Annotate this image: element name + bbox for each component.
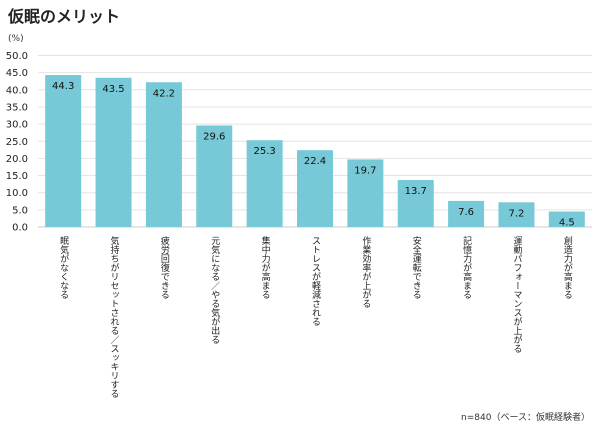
bar <box>397 180 434 227</box>
y-tick-label: 10.0 <box>6 188 28 199</box>
category-label: 記憶力が高まる <box>461 235 472 299</box>
bar-value-label: 7.6 <box>458 207 474 218</box>
y-tick-label: 0.0 <box>12 223 28 234</box>
y-tick-label: 5.0 <box>12 205 28 216</box>
bar-value-label: 4.5 <box>559 218 575 229</box>
bar <box>95 77 132 227</box>
bar <box>145 82 182 227</box>
chart-title: 仮眠のメリット <box>8 7 121 26</box>
category-labels: 眠気がなくなる 気持ちがリセットされる／スッキリする 疲労回復できる 元気になる／やる… <box>58 235 572 398</box>
bar <box>297 150 333 227</box>
y-tick-label: 40.0 <box>6 85 28 96</box>
category-label: 集中力が高まる <box>260 235 271 299</box>
bar <box>246 140 283 227</box>
bars <box>45 75 585 228</box>
category-label: 作業効率が上がる <box>360 235 371 308</box>
bar-value-label: 25.3 <box>254 146 276 157</box>
category-label: 運動パフォーマンスが上がる <box>511 236 522 353</box>
y-tick-label: 35.0 <box>6 102 28 113</box>
category-label: 眠気がなくなる <box>58 236 69 299</box>
y-tick-label: 45.0 <box>6 68 28 79</box>
bar <box>347 159 384 227</box>
category-label: 創造力が高まる <box>562 235 573 299</box>
bar-value-label: 42.2 <box>153 88 175 99</box>
y-axis-unit-label: (%) <box>8 34 24 44</box>
bar-value-label: 22.4 <box>304 156 326 167</box>
bar-value-label: 43.5 <box>102 84 124 95</box>
footnote: n=840（ベース：仮眠経験者） <box>461 413 590 423</box>
bar-value-label: 7.2 <box>509 208 525 219</box>
y-tick-label: 50.0 <box>6 51 28 62</box>
bar <box>498 202 535 227</box>
category-label: ストレスが軽減される <box>310 236 321 326</box>
y-tick-label: 25.0 <box>6 137 28 148</box>
bar <box>448 200 485 227</box>
bar-value-label: 44.3 <box>52 81 74 92</box>
bar-value-label: 19.7 <box>354 165 376 176</box>
bar <box>196 125 233 227</box>
category-label: 元気になる／やる気が出る <box>209 236 220 344</box>
category-label: 疲労回復できる <box>159 235 170 299</box>
y-tick-label: 15.0 <box>6 171 28 182</box>
bar-value-label: 13.7 <box>405 186 427 197</box>
bar-value-label: 29.6 <box>203 131 225 142</box>
bar <box>548 211 585 227</box>
bar <box>45 75 82 228</box>
category-label: 安全運転できる <box>411 235 422 299</box>
y-tick-label: 30.0 <box>6 120 28 131</box>
value-labels: 44.3 43.5 42.2 29.6 25.3 22.4 19.7 13.7 7.6 7.2 4.… <box>52 81 575 229</box>
y-tick-label: 20.0 <box>6 154 28 165</box>
category-label: 気持ちがリセットされる／スッキリする <box>109 235 120 398</box>
y-axis-ticks: 0.0 5.0 10.0 15.0 20.0 25.0 30.0 35.0 40.0 45.0 50… <box>6 51 28 234</box>
